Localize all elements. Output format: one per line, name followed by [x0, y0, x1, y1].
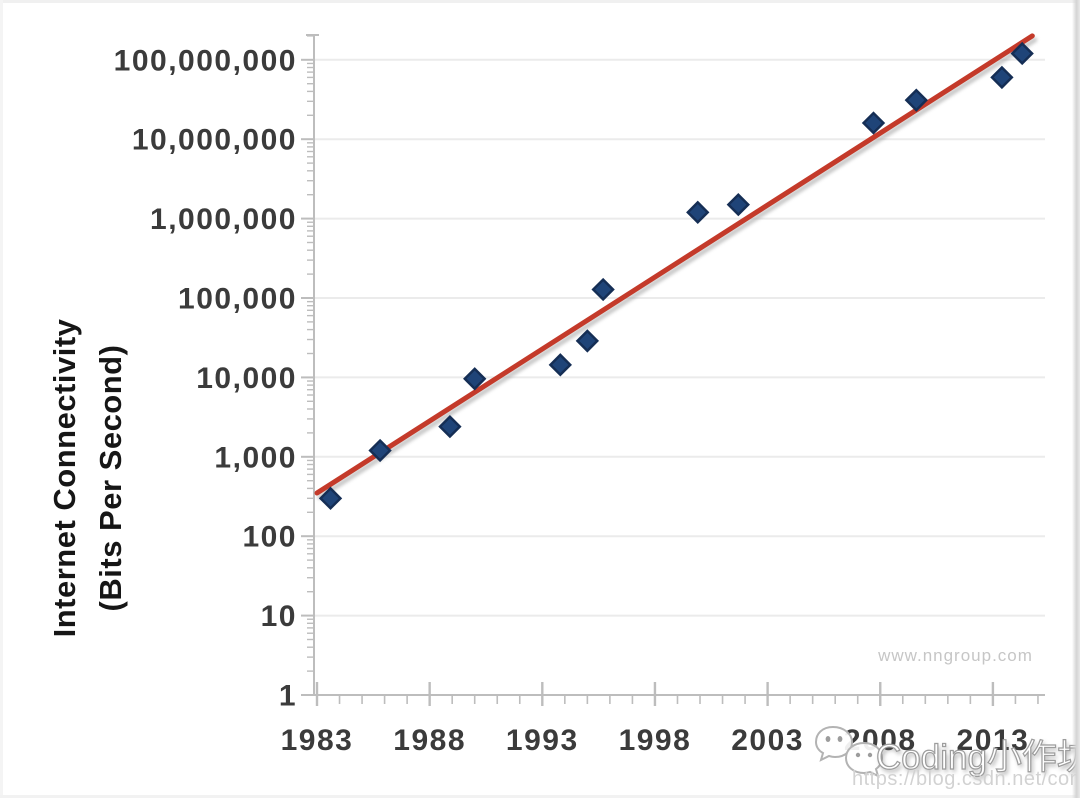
y-tick-label: 100,000	[178, 283, 297, 316]
csdn-watermark-text: Coding小作坊	[875, 737, 1080, 777]
x-tick-label: 1993	[506, 724, 579, 757]
trend-line-shadow	[317, 37, 1038, 500]
data-point	[591, 277, 615, 302]
y-axis-title-line2: (Bits Per Second)	[93, 344, 128, 612]
data-point	[726, 192, 750, 217]
y-tick-label: 10,000	[196, 362, 297, 395]
wechat-icon	[814, 725, 884, 778]
y-tick-label: 10,000,000	[132, 124, 297, 157]
y-tick-label: 10	[261, 600, 297, 633]
data-point	[438, 414, 462, 439]
data-point	[990, 65, 1014, 90]
data-point	[318, 486, 343, 510]
image-edge-bottom	[0, 795, 1080, 798]
image-edge-top	[0, 0, 1080, 3]
y-axis-title-line1: Internet Connectivity	[47, 318, 82, 638]
data-point	[368, 438, 392, 463]
y-tick-label: 1	[279, 680, 297, 713]
y-tick-label: 100	[242, 521, 297, 554]
trend-line	[314, 33, 1035, 496]
csdn-watermark-url: https://blog.csdn.net/companyzh	[852, 768, 1080, 790]
nngroup-watermark: www.nngroup.com	[878, 646, 1033, 665]
data-point	[686, 200, 710, 224]
data-point	[861, 111, 886, 135]
data-point	[463, 367, 487, 391]
data-point	[548, 353, 572, 377]
y-tick-label: 1,000,000	[150, 203, 297, 236]
image-edge-right	[1072, 0, 1080, 798]
x-tick-label: 2003	[731, 724, 804, 757]
y-axis-title: Internet Connectivity (Bits Per Second)	[42, 319, 134, 638]
x-tick-label: 1998	[619, 724, 692, 757]
y-tick-label: 1,000	[214, 441, 297, 474]
image-edge-left	[0, 0, 3, 798]
data-point	[575, 329, 600, 353]
x-tick-label: 1988	[393, 724, 466, 757]
y-tick-label: 100,000,000	[114, 44, 297, 77]
x-tick-label: 2013	[957, 724, 1030, 757]
data-point	[904, 88, 928, 112]
x-tick-label: 1983	[281, 724, 354, 757]
data-point	[1010, 41, 1034, 66]
